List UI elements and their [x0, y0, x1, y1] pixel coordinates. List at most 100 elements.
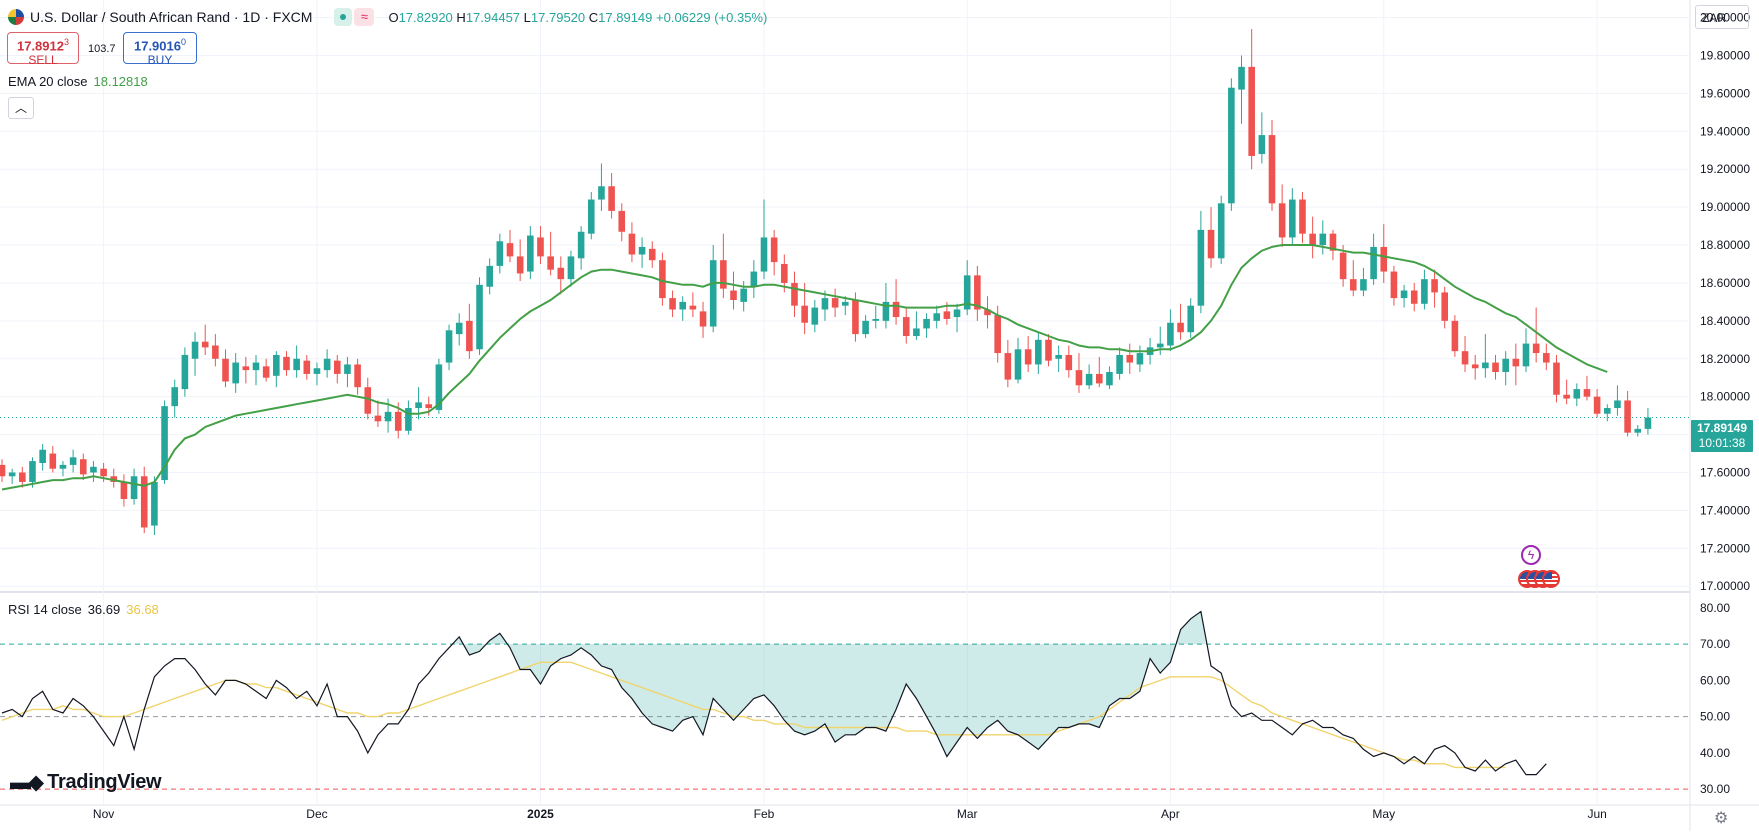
candle[interactable]: [537, 226, 544, 264]
candle[interactable]: [831, 288, 839, 318]
candle[interactable]: [354, 358, 361, 395]
candle[interactable]: [1380, 224, 1388, 283]
candle[interactable]: [669, 290, 676, 318]
candle[interactable]: [770, 229, 778, 276]
candle[interactable]: [1095, 356, 1103, 388]
candle[interactable]: [730, 271, 737, 310]
candle[interactable]: [1106, 366, 1113, 390]
candle[interactable]: [293, 345, 300, 378]
candle[interactable]: [1563, 379, 1570, 405]
candle[interactable]: [1085, 364, 1093, 390]
candle[interactable]: [1451, 315, 1459, 357]
candle[interactable]: [476, 277, 483, 355]
candle[interactable]: [313, 362, 321, 386]
candle[interactable]: [760, 199, 768, 280]
candle[interactable]: [1207, 207, 1215, 268]
candle[interactable]: [963, 260, 971, 316]
candle[interactable]: [120, 474, 128, 507]
candle[interactable]: [1624, 390, 1631, 437]
candle[interactable]: [1055, 345, 1062, 373]
candle[interactable]: [181, 347, 189, 397]
candle[interactable]: [1441, 286, 1449, 329]
candle[interactable]: [1075, 353, 1083, 393]
candle[interactable]: [587, 191, 595, 240]
ema-indicator-legend[interactable]: EMA 20 close 18.12818: [8, 74, 148, 89]
candle[interactable]: [1471, 354, 1479, 380]
gear-icon[interactable]: ⚙: [1714, 810, 1729, 827]
candle[interactable]: [699, 301, 707, 338]
candle[interactable]: [8, 468, 16, 484]
candle[interactable]: [1197, 210, 1205, 314]
candle[interactable]: [618, 203, 626, 242]
candle[interactable]: [1502, 351, 1509, 386]
candle[interactable]: [110, 468, 118, 488]
candle[interactable]: [232, 353, 239, 393]
candle[interactable]: [1309, 216, 1316, 259]
symbol-title[interactable]: U.S. Dollar / South African Rand · 1D · …: [30, 9, 313, 25]
candle[interactable]: [212, 334, 219, 367]
candle[interactable]: [750, 260, 758, 299]
candle[interactable]: [1167, 309, 1174, 352]
candle[interactable]: [1553, 354, 1560, 403]
candle[interactable]: [171, 379, 179, 418]
candle[interactable]: [1116, 347, 1123, 380]
candle[interactable]: [1543, 343, 1550, 371]
candle[interactable]: [841, 296, 849, 316]
collapse-legend-button[interactable]: ︿: [8, 97, 34, 119]
candle[interactable]: [455, 313, 463, 346]
candle[interactable]: [1431, 269, 1438, 308]
candle[interactable]: [29, 457, 36, 488]
candle[interactable]: [933, 305, 941, 329]
candle[interactable]: [516, 239, 524, 282]
candle[interactable]: [1024, 336, 1032, 373]
candle[interactable]: [709, 245, 717, 333]
candle[interactable]: [547, 231, 554, 276]
price-pane[interactable]: [0, 28, 1690, 536]
candle[interactable]: [679, 296, 687, 321]
candle[interactable]: [59, 461, 67, 477]
candle[interactable]: [1532, 307, 1540, 363]
candle[interactable]: [1319, 220, 1327, 255]
candle[interactable]: [638, 237, 646, 268]
candle[interactable]: [892, 279, 900, 325]
candle[interactable]: [0, 459, 6, 482]
candle[interactable]: [1370, 233, 1377, 285]
candle[interactable]: [608, 173, 615, 219]
market-open-status-icon[interactable]: [334, 8, 353, 26]
candle[interactable]: [1136, 345, 1144, 373]
candle[interactable]: [577, 226, 585, 270]
candle[interactable]: [90, 461, 97, 482]
candle[interactable]: [1461, 336, 1469, 373]
candle[interactable]: [1492, 354, 1499, 380]
candle[interactable]: [1065, 345, 1073, 378]
candle[interactable]: [527, 226, 534, 280]
candle[interactable]: [19, 466, 26, 488]
rsi-indicator-legend[interactable]: RSI 14 close 36.69 36.68: [8, 602, 159, 617]
candle[interactable]: [557, 256, 565, 295]
ema-label[interactable]: EMA 20 close: [8, 74, 88, 89]
candle[interactable]: [862, 315, 869, 338]
candle[interactable]: [1329, 229, 1337, 261]
candle[interactable]: [1248, 28, 1255, 170]
candle[interactable]: [323, 349, 331, 378]
candle[interactable]: [1268, 119, 1276, 211]
candle[interactable]: [466, 303, 473, 359]
candle[interactable]: [984, 296, 991, 329]
candle[interactable]: [1187, 298, 1195, 338]
candle[interactable]: [1035, 332, 1042, 374]
tradingview-logo[interactable]: ▬◆ TradingView: [10, 770, 162, 795]
candle[interactable]: [283, 351, 290, 376]
sell-button[interactable]: 17.89123 SELL: [7, 32, 79, 67]
candle[interactable]: [689, 292, 697, 318]
candle[interactable]: [1238, 55, 1245, 124]
candle[interactable]: [161, 400, 168, 484]
candle[interactable]: [1177, 303, 1184, 340]
candle[interactable]: [303, 354, 311, 380]
candle[interactable]: [1644, 408, 1652, 435]
candle[interactable]: [1482, 334, 1489, 378]
candle[interactable]: [1258, 112, 1266, 164]
event-flash-icon[interactable]: ϟ: [1521, 545, 1541, 565]
candle[interactable]: [923, 313, 930, 338]
